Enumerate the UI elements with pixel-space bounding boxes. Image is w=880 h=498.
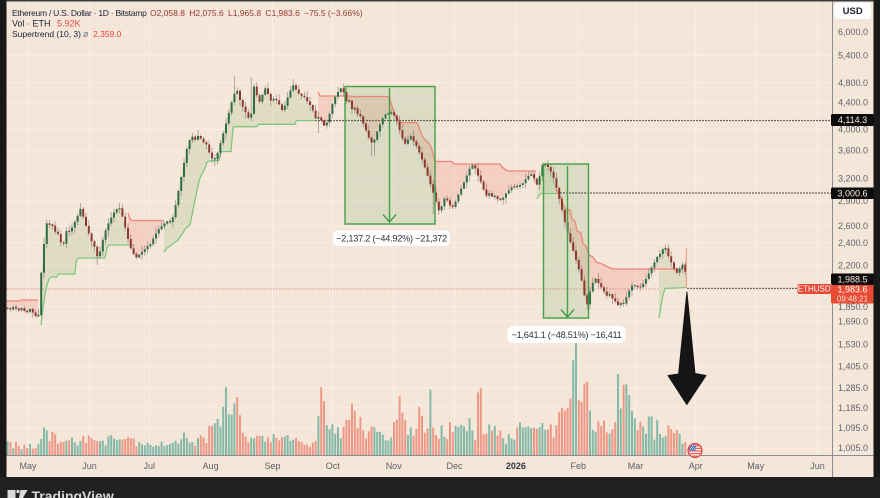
svg-text:Supertrend (10, 3): Supertrend (10, 3) bbox=[12, 29, 81, 39]
svg-text:2,400.0: 2,400.0 bbox=[838, 238, 868, 248]
svg-text:1,185.0: 1,185.0 bbox=[838, 403, 868, 413]
svg-text:2,200.0: 2,200.0 bbox=[838, 260, 868, 270]
svg-text:ø: ø bbox=[83, 29, 89, 39]
svg-text:Mar: Mar bbox=[628, 461, 644, 471]
svg-text:O2,058.8 H2,075.6 L1,965.8 C1,: O2,058.8 H2,075.6 L1,965.8 C1,983.6 −75.… bbox=[150, 8, 363, 18]
svg-text:1,285.0: 1,285.0 bbox=[838, 383, 868, 393]
svg-text:Ethereum / U.S. Dollar · 1D ·: Ethereum / U.S. Dollar · 1D · Bitstamp bbox=[12, 8, 147, 18]
svg-text:1,530.0: 1,530.0 bbox=[838, 340, 868, 350]
svg-text:3,000.6: 3,000.6 bbox=[837, 188, 867, 198]
svg-text:09:48:21: 09:48:21 bbox=[837, 294, 869, 303]
svg-text:5.92K: 5.92K bbox=[57, 19, 81, 29]
svg-text:1,850.0: 1,850.0 bbox=[838, 302, 868, 312]
svg-text:4,800.0: 4,800.0 bbox=[838, 78, 868, 88]
svg-text:4,000.0: 4,000.0 bbox=[838, 125, 868, 135]
svg-text:2,600.0: 2,600.0 bbox=[838, 221, 868, 231]
svg-text:5,400.0: 5,400.0 bbox=[838, 51, 868, 61]
svg-text:2,900.0: 2,900.0 bbox=[838, 196, 868, 206]
svg-text:1,405.0: 1,405.0 bbox=[838, 362, 868, 372]
svg-text:May: May bbox=[19, 461, 37, 471]
svg-text:TradingView: TradingView bbox=[32, 488, 114, 498]
svg-text:1,095.0: 1,095.0 bbox=[838, 423, 868, 433]
svg-text:6,000.0: 6,000.0 bbox=[838, 27, 868, 37]
svg-text:3,200.0: 3,200.0 bbox=[838, 173, 868, 183]
svg-text:Apr: Apr bbox=[689, 461, 703, 471]
svg-text:Vol · ETH: Vol · ETH bbox=[12, 19, 51, 29]
svg-text:2026: 2026 bbox=[506, 461, 526, 471]
svg-text:1,690.0: 1,690.0 bbox=[838, 317, 868, 327]
svg-text:1,983.6: 1,983.6 bbox=[837, 285, 867, 295]
svg-text:May: May bbox=[747, 461, 765, 471]
svg-text:−1,641.1 (−48.51%) −16,411: −1,641.1 (−48.51%) −16,411 bbox=[511, 330, 621, 340]
svg-text:2,359.0: 2,359.0 bbox=[93, 29, 122, 39]
svg-text:Sep: Sep bbox=[264, 461, 280, 471]
svg-text:ETHUSD: ETHUSD bbox=[798, 285, 831, 294]
svg-text:Jun: Jun bbox=[82, 461, 97, 471]
svg-text:Nov: Nov bbox=[386, 461, 403, 471]
svg-text:USD: USD bbox=[843, 6, 863, 17]
svg-text:Oct: Oct bbox=[326, 461, 341, 471]
svg-text:Jul: Jul bbox=[144, 461, 156, 471]
svg-text:1,988.5: 1,988.5 bbox=[837, 274, 867, 284]
svg-text:Jun: Jun bbox=[810, 461, 825, 471]
svg-text:1,005.0: 1,005.0 bbox=[838, 443, 868, 453]
svg-text:Aug: Aug bbox=[203, 461, 219, 471]
svg-text:4,114.3: 4,114.3 bbox=[838, 115, 867, 125]
svg-text:3,600.0: 3,600.0 bbox=[838, 145, 868, 155]
svg-text:Dec: Dec bbox=[446, 461, 463, 471]
svg-text:Feb: Feb bbox=[571, 461, 587, 471]
svg-text:4,400.0: 4,400.0 bbox=[838, 98, 868, 108]
svg-text:−2,137.2 (−44.92%) −21,372: −2,137.2 (−44.92%) −21,372 bbox=[336, 234, 447, 244]
